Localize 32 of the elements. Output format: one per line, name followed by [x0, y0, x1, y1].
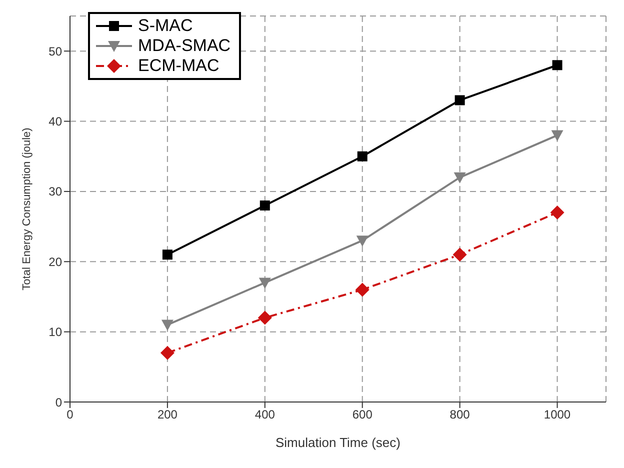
point: [160, 346, 174, 360]
x-tick-label: 0: [66, 408, 74, 422]
x-tick-label: 200: [157, 408, 178, 422]
x-tick-label: 600: [352, 408, 373, 422]
y-tick-label: 20: [48, 254, 62, 269]
point: [258, 310, 272, 325]
y-axis-title: Total Energy Consumption (joule): [20, 128, 33, 290]
y-tick-label: 30: [48, 184, 62, 199]
x-tick-label: 1000: [544, 408, 571, 422]
point: [454, 172, 466, 184]
y-tick-label: 10: [48, 325, 62, 340]
legend-label: ECM-MAC: [138, 56, 220, 76]
point: [552, 60, 562, 70]
point: [355, 282, 370, 297]
point: [452, 248, 467, 262]
x-axis-title: Simulation Time (sec): [276, 435, 400, 450]
point: [551, 130, 564, 142]
y-tick-label: 40: [48, 114, 62, 129]
x-tick-label: 400: [254, 408, 276, 422]
y-tick-label: 50: [48, 44, 62, 58]
legend-label: S-MAC: [138, 16, 193, 36]
point: [357, 151, 368, 162]
point: [162, 250, 172, 260]
y-tick-label: 0: [55, 395, 62, 410]
x-tick-label: 800: [450, 408, 470, 422]
point: [161, 320, 174, 331]
point: [550, 206, 564, 220]
point: [356, 236, 368, 247]
point: [454, 95, 465, 106]
legend-label: MDA-SMAC: [138, 36, 231, 56]
point: [260, 200, 270, 210]
point: [258, 278, 271, 289]
